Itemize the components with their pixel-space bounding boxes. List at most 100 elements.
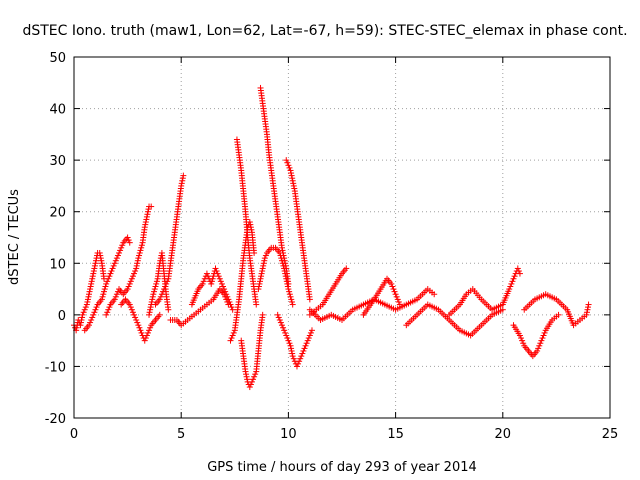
data-point [87, 283, 94, 290]
data-point [274, 311, 281, 318]
data-point [200, 278, 207, 285]
data-point [89, 273, 96, 280]
data-point [138, 329, 145, 336]
data-point [288, 172, 295, 179]
data-point [153, 280, 160, 287]
data-point [289, 353, 296, 360]
data-point [256, 278, 263, 285]
data-point [144, 211, 151, 218]
data-point [584, 306, 591, 313]
data-point [290, 180, 297, 187]
data-point [229, 306, 236, 313]
data-point [208, 280, 215, 287]
data-point [100, 291, 107, 298]
data-point [208, 278, 215, 285]
data-point [148, 298, 155, 305]
data-point [261, 255, 268, 262]
data-point [262, 252, 269, 259]
x-tick-label: 25 [602, 427, 619, 442]
data-point [534, 347, 541, 354]
data-point [287, 167, 294, 174]
data-point [156, 296, 163, 303]
data-point [156, 311, 163, 318]
data-point [84, 298, 91, 305]
data-point [299, 350, 306, 357]
data-point [113, 291, 120, 298]
data-point [290, 355, 297, 362]
data-point [83, 301, 90, 308]
data-point [127, 278, 134, 285]
data-point [223, 291, 230, 298]
data-point [153, 278, 160, 285]
data-point [91, 262, 98, 269]
data-point [277, 252, 284, 259]
data-point [199, 280, 206, 287]
data-point [146, 309, 153, 316]
data-point [516, 332, 523, 339]
data-point [112, 293, 119, 300]
data-point [141, 337, 148, 344]
data-point [137, 247, 144, 254]
data-point [216, 275, 223, 282]
data-point [147, 324, 154, 331]
data-point [260, 262, 267, 269]
data-point [73, 324, 80, 331]
data-point [520, 340, 527, 347]
data-point [305, 335, 312, 342]
data-point [303, 340, 310, 347]
data-point [287, 342, 294, 349]
data-point [280, 262, 287, 269]
data-point [210, 273, 217, 280]
data-point [134, 257, 141, 264]
data-point [538, 337, 545, 344]
data-point [298, 353, 305, 360]
data-point [283, 278, 290, 285]
data-point [257, 275, 264, 282]
data-point [131, 311, 138, 318]
data-point [80, 309, 87, 316]
data-point [228, 335, 235, 342]
data-point [136, 324, 143, 331]
data-point [137, 327, 144, 334]
chart-title: dSTEC Iono. truth (maw1, Lon=62, Lat=-67… [22, 23, 627, 39]
data-point [242, 368, 249, 375]
data-point [278, 257, 285, 264]
data-point [87, 319, 94, 326]
data-point [392, 291, 399, 298]
data-point [250, 376, 257, 383]
data-point [300, 347, 307, 354]
data-point [116, 249, 123, 256]
data-point [281, 327, 288, 334]
data-point [285, 286, 292, 293]
data-point [304, 337, 311, 344]
data-point [111, 260, 118, 267]
data-point [142, 335, 149, 342]
data-point [105, 306, 112, 313]
grid [74, 57, 610, 418]
data-point [112, 257, 119, 264]
data-point [256, 280, 263, 287]
data-point [86, 322, 93, 329]
y-tick-label: -20 [45, 412, 66, 427]
data-point [151, 288, 158, 295]
data-point [276, 249, 283, 256]
data-point [224, 293, 231, 300]
data-point [535, 345, 542, 352]
data-point [113, 255, 120, 262]
data-point [152, 283, 159, 290]
data-point [92, 260, 99, 267]
data-point [144, 208, 151, 215]
data-point [281, 268, 288, 275]
data-point [297, 355, 304, 362]
data-point [128, 306, 135, 313]
data-point [258, 273, 265, 280]
data-point [106, 304, 113, 311]
data-point [284, 335, 291, 342]
data-point [393, 293, 400, 300]
data-point [125, 283, 132, 290]
data-point [515, 268, 522, 275]
data-point [252, 371, 259, 378]
data-point [287, 293, 294, 300]
data-point [227, 337, 234, 344]
